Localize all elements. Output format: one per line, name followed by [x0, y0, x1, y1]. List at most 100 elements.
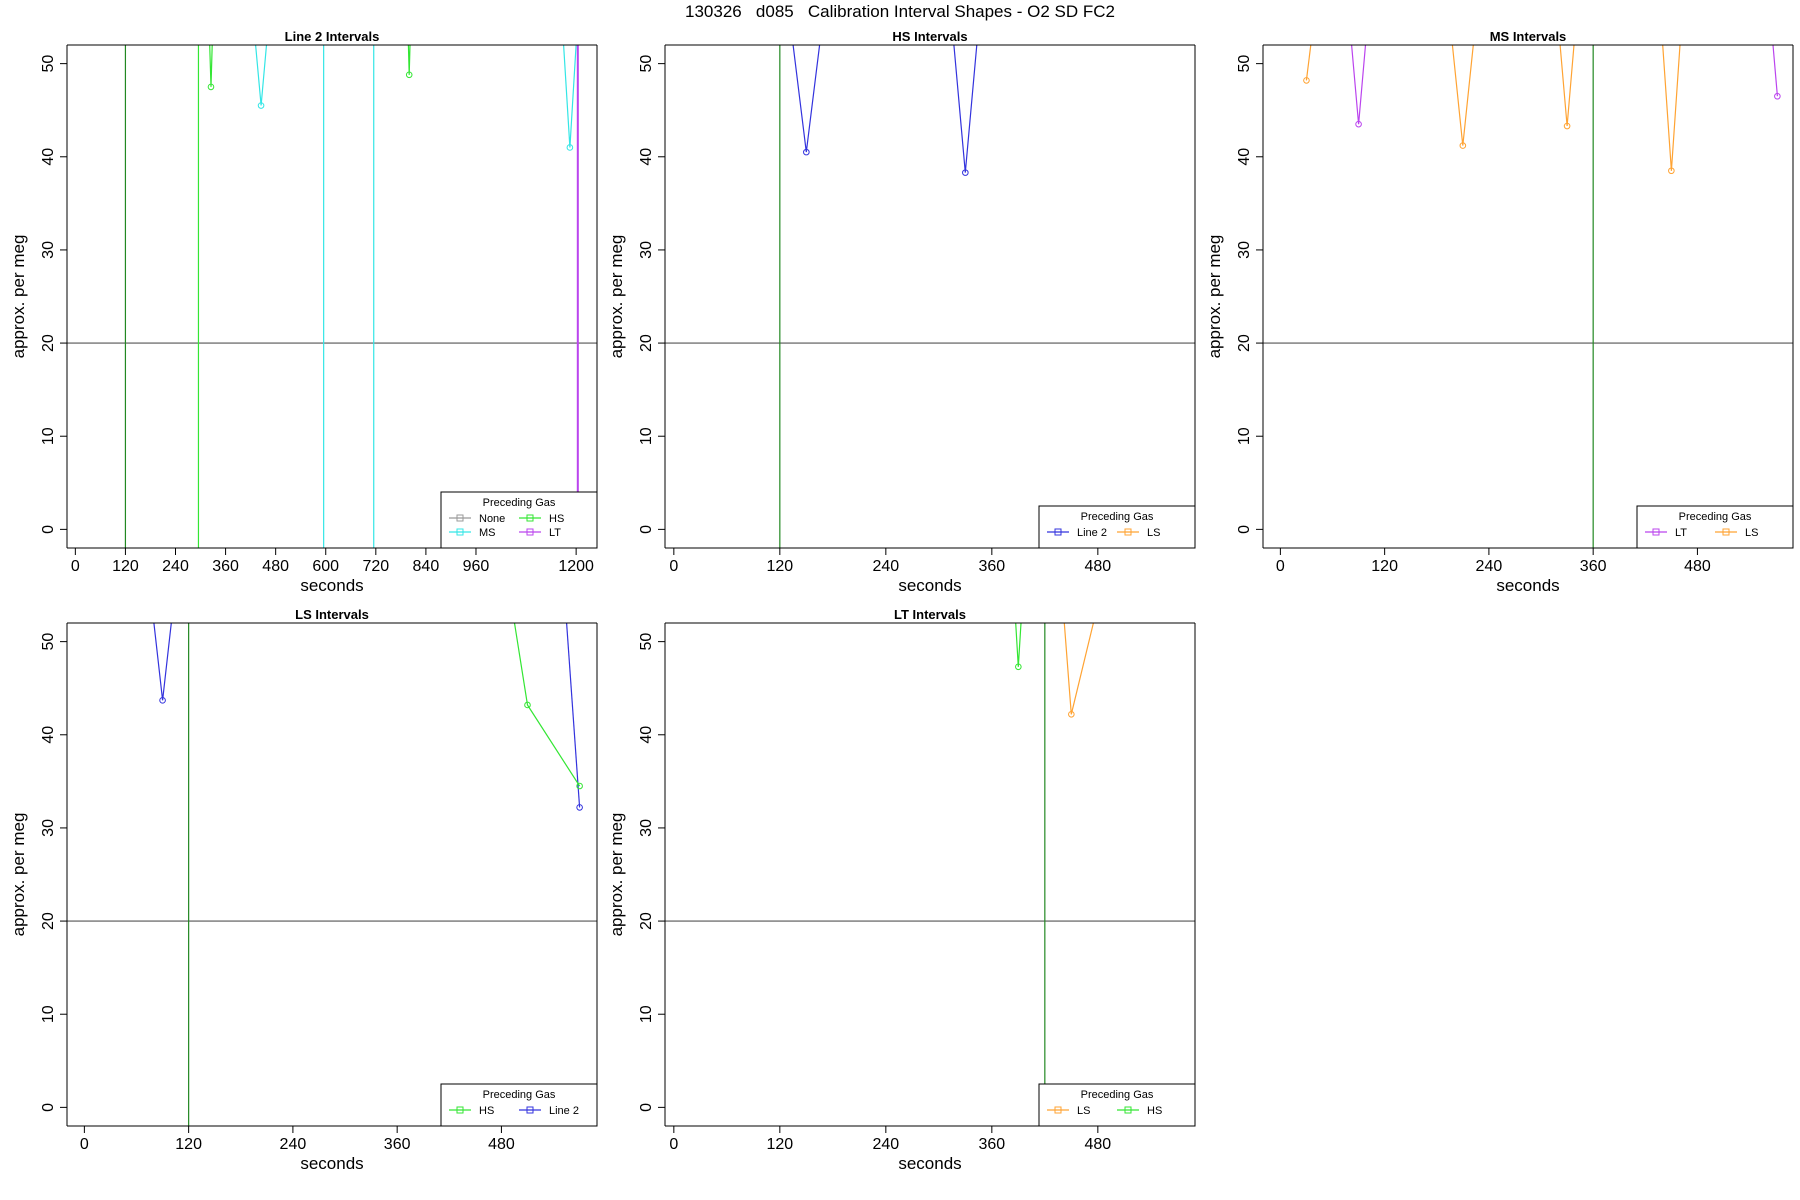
- legend: Preceding Gas LT LS: [1636, 505, 1794, 549]
- y-tick-label: 10: [40, 1005, 57, 1023]
- y-tick-label: 40: [638, 148, 655, 166]
- legend-entry-label: HS: [479, 1105, 494, 1117]
- y-tick-label: 50: [1236, 55, 1253, 73]
- x-axis-label: seconds: [300, 576, 363, 595]
- y-tick-label: 50: [638, 633, 655, 651]
- series-line-lt: [1772, 45, 1778, 97]
- series-line-hs: [1015, 623, 1022, 667]
- series-line-ls: [1662, 45, 1681, 171]
- y-tick-label: 40: [1236, 148, 1253, 166]
- x-tick-label: 480: [1084, 1136, 1111, 1153]
- x-axis-label: seconds: [1496, 576, 1559, 595]
- plot-area: [665, 45, 1195, 548]
- series-line-lt: [1351, 45, 1367, 125]
- data-point: [524, 701, 531, 709]
- plot-area: [665, 623, 1195, 1126]
- y-tick-label: 0: [40, 1103, 57, 1112]
- y-tick-label: 30: [638, 241, 655, 259]
- y-tick-label: 50: [638, 55, 655, 73]
- legend-entry-label: Line 2: [549, 1105, 579, 1117]
- legend-swatch-marker: [1054, 1106, 1062, 1114]
- x-tick-label: 360: [1580, 558, 1607, 575]
- x-tick-label: 480: [1684, 558, 1711, 575]
- y-tick-label: 0: [638, 1103, 655, 1112]
- legend-swatch-marker: [1652, 528, 1660, 536]
- legend: Preceding Gas HS Line 2: [440, 1083, 598, 1127]
- plot-area: [1263, 45, 1793, 548]
- y-tick-label: 50: [40, 633, 57, 651]
- legend-title: Preceding Gas: [1081, 1089, 1154, 1101]
- plot-area: [67, 45, 597, 548]
- y-tick-label: 20: [40, 334, 57, 352]
- legend: Preceding Gas Line 2 LS: [1038, 505, 1196, 549]
- series-line-line-2: [792, 45, 821, 153]
- x-tick-label: 120: [175, 1136, 202, 1153]
- legend-title: Preceding Gas: [483, 1089, 556, 1101]
- data-point: [405, 71, 413, 79]
- data-point: [1563, 122, 1571, 130]
- y-tick-label: 40: [40, 148, 57, 166]
- x-tick-label: 240: [872, 1136, 899, 1153]
- x-tick-label: 360: [212, 558, 239, 575]
- y-tick-label: 40: [40, 726, 57, 744]
- legend-entry-label: None: [479, 513, 505, 525]
- y-tick-label: 10: [1236, 427, 1253, 445]
- legend-box: [440, 1083, 598, 1127]
- panel-title: HS Intervals: [892, 29, 967, 44]
- series-line-ls: [1063, 623, 1094, 715]
- x-tick-label: 240: [162, 558, 189, 575]
- x-tick-label: 120: [112, 558, 139, 575]
- legend-swatch-marker: [526, 1106, 534, 1114]
- legend-swatch-marker: [526, 528, 534, 536]
- legend-swatch-marker: [1124, 528, 1132, 536]
- x-tick-label: 960: [463, 558, 490, 575]
- legend-box: [1636, 505, 1794, 549]
- x-tick-label: 480: [488, 1136, 515, 1153]
- x-tick-label: 240: [872, 558, 899, 575]
- data-point: [1355, 120, 1362, 128]
- x-tick-label: 840: [413, 558, 440, 575]
- x-tick-label: 120: [766, 558, 793, 575]
- legend: Preceding Gas None HS MS LT: [440, 491, 598, 549]
- data-point: [962, 169, 969, 176]
- x-tick-label: 0: [669, 558, 678, 575]
- y-tick-label: 20: [638, 912, 655, 930]
- chart-panel-5: LT Intervals 0 120 240 360 480 seconds 0 10 20 30 4…: [607, 607, 1196, 1173]
- legend-swatch-marker: [1722, 528, 1730, 536]
- y-axis-label: approx. per meg: [607, 813, 626, 937]
- legend-title: Preceding Gas: [483, 497, 556, 509]
- x-tick-label: 1200: [558, 558, 594, 575]
- chart-panel-2: HS Intervals 0 120 240 360 480 seconds 0 10 20 30 4…: [607, 29, 1196, 595]
- y-tick-label: 50: [40, 55, 57, 73]
- x-tick-label: 480: [262, 558, 289, 575]
- panel-title: LS Intervals: [295, 607, 369, 622]
- y-tick-label: 30: [40, 819, 57, 837]
- x-tick-label: 0: [80, 1136, 89, 1153]
- chart-panel-4: LS Intervals 0 120 240 360 480 seconds 0 10 20 30 4…: [9, 607, 598, 1173]
- x-tick-label: 120: [1371, 558, 1398, 575]
- y-tick-label: 20: [1236, 334, 1253, 352]
- legend-swatch-marker: [526, 514, 534, 522]
- data-point: [566, 144, 574, 151]
- legend-entry-label: LT: [1675, 527, 1687, 539]
- series-line-ls: [1559, 45, 1575, 127]
- legend-swatch-marker: [1054, 528, 1062, 536]
- figure-title: 130326 d085 Calibration Interval Shapes …: [685, 2, 1115, 21]
- x-tick-label: 240: [1476, 558, 1503, 575]
- data-point: [159, 697, 166, 704]
- y-tick-label: 30: [40, 241, 57, 259]
- panel-title: LT Intervals: [894, 607, 966, 622]
- series-line-hs: [513, 623, 581, 787]
- panel-title: MS Intervals: [1490, 29, 1567, 44]
- x-tick-label: 720: [362, 558, 389, 575]
- legend-swatch-marker: [1124, 1106, 1132, 1114]
- legend-title: Preceding Gas: [1679, 511, 1752, 523]
- series-line-line-2: [953, 45, 978, 173]
- series-line-ms: [563, 45, 577, 148]
- series-line-ls: [1305, 45, 1312, 81]
- data-point: [1303, 77, 1310, 84]
- legend-swatch-marker: [456, 528, 464, 536]
- data-point: [1459, 142, 1467, 149]
- legend-entry-label: LS: [1745, 527, 1758, 539]
